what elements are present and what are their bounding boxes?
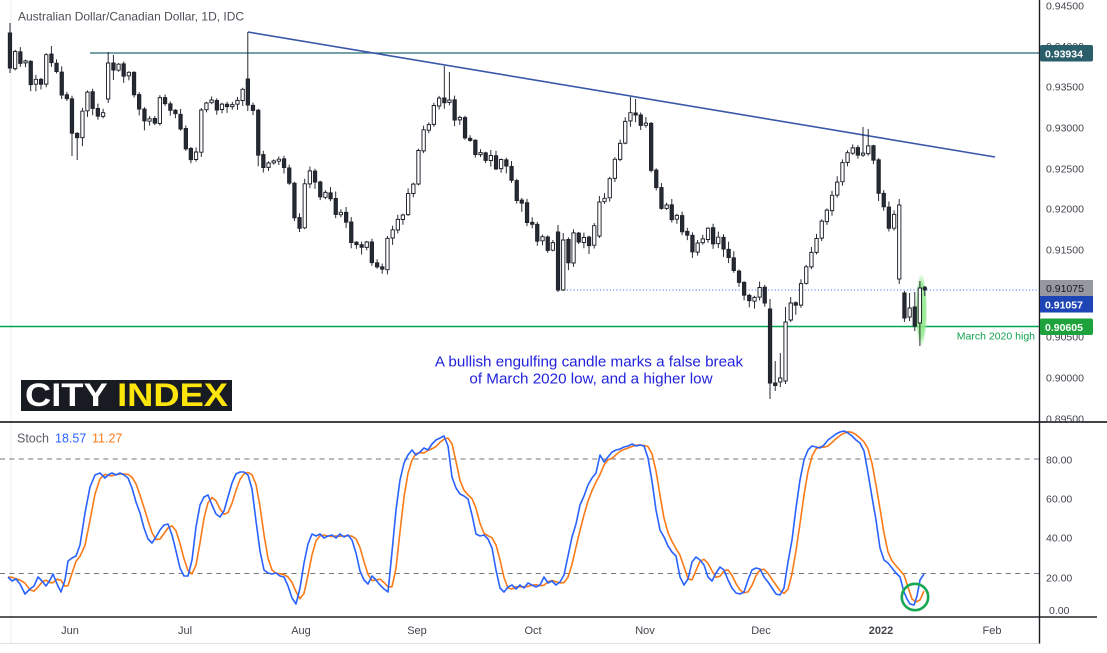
svg-text:20.00: 20.00 <box>1046 573 1072 585</box>
svg-text:60.00: 60.00 <box>1046 494 1072 506</box>
svg-text:CITY INDEX: CITY INDEX <box>25 377 229 413</box>
svg-text:2022: 2022 <box>869 625 893 637</box>
svg-text:Stoch: Stoch <box>17 432 49 446</box>
svg-text:Jul: Jul <box>178 625 192 637</box>
svg-text:March 2020 high: March 2020 high <box>957 331 1035 343</box>
svg-text:80.00: 80.00 <box>1046 455 1072 467</box>
svg-text:0.89500: 0.89500 <box>1046 414 1084 426</box>
svg-text:40.00: 40.00 <box>1046 533 1072 545</box>
svg-text:0.92000: 0.92000 <box>1046 204 1084 216</box>
svg-text:0.93000: 0.93000 <box>1046 123 1084 135</box>
svg-text:0.91057: 0.91057 <box>1045 300 1083 312</box>
svg-text:Oct: Oct <box>524 625 541 637</box>
svg-text:0.91075: 0.91075 <box>1046 283 1084 295</box>
svg-text:0.92500: 0.92500 <box>1046 164 1084 176</box>
svg-text:0.91500: 0.91500 <box>1046 245 1084 257</box>
svg-text:Sep: Sep <box>407 625 427 637</box>
svg-text:0.93500: 0.93500 <box>1046 82 1084 94</box>
svg-text:Jun: Jun <box>61 625 79 637</box>
svg-text:of March 2020 low, and a highe: of March 2020 low, and a higher low <box>469 371 712 388</box>
svg-text:0.00: 0.00 <box>1049 605 1070 617</box>
svg-text:Australian Dollar/Canadian Dol: Australian Dollar/Canadian Dollar, 1D, I… <box>18 10 244 24</box>
svg-text:0.90605: 0.90605 <box>1045 322 1083 334</box>
svg-text:0.94500: 0.94500 <box>1046 1 1084 13</box>
svg-text:Aug: Aug <box>291 625 311 637</box>
svg-text:11.27: 11.27 <box>92 432 122 446</box>
svg-text:18.57: 18.57 <box>55 432 86 446</box>
svg-text:Nov: Nov <box>635 625 655 637</box>
svg-text:0.90000: 0.90000 <box>1046 373 1084 385</box>
svg-text:Feb: Feb <box>983 625 1002 637</box>
svg-text:0.93934: 0.93934 <box>1045 49 1083 61</box>
svg-text:Dec: Dec <box>751 625 771 637</box>
svg-text:A bullish engulfing candle mar: A bullish engulfing candle marks a false… <box>435 354 744 371</box>
